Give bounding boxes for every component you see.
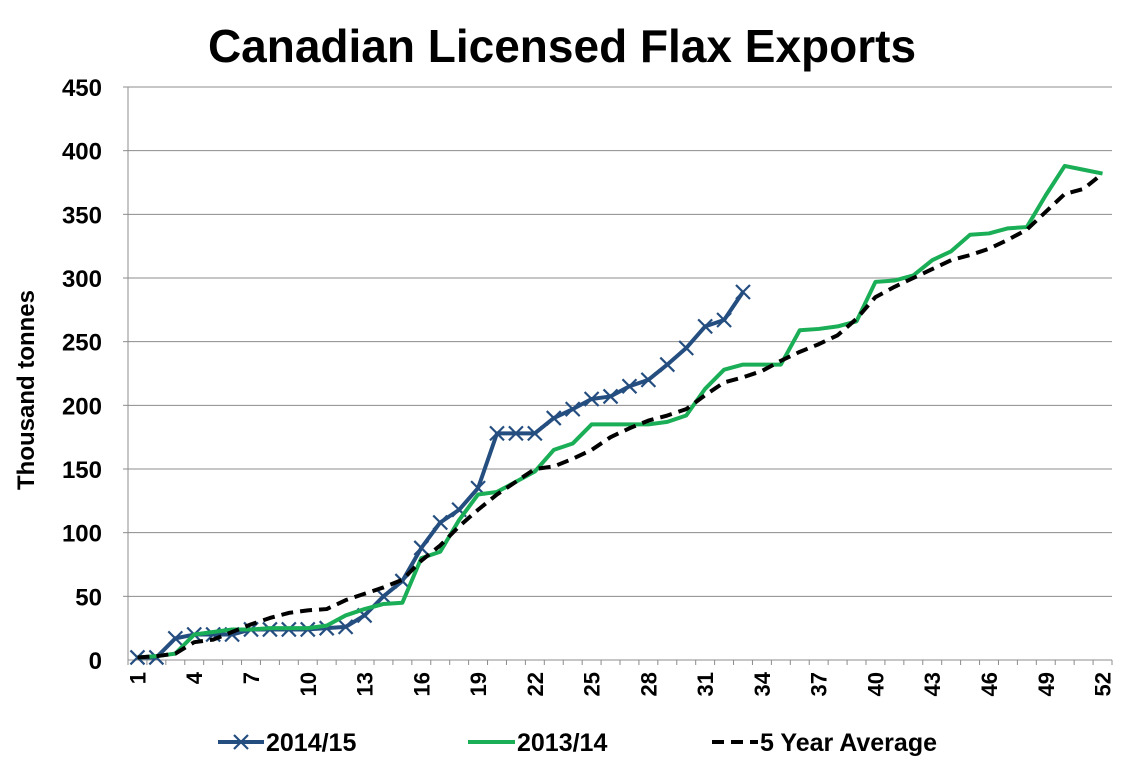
grid-lines	[128, 86, 1112, 597]
x-tick-labels: 1 4 7 10 13 16 19 22 25 28 31 34 37 40 43 46 49 52	[125, 671, 1115, 696]
y-tick-label: 450	[62, 75, 102, 102]
series-line-1	[137, 163, 1103, 660]
x-tick-label: 4	[182, 671, 207, 684]
x-tick-label: 22	[523, 672, 548, 696]
data-point	[432, 514, 449, 531]
data-point	[375, 588, 392, 605]
legend-label-0: 2014/15	[266, 729, 356, 757]
x-tick-label: 19	[466, 672, 491, 696]
data-point	[527, 425, 543, 442]
data-point	[583, 391, 600, 407]
legend-marker	[233, 734, 249, 750]
data-point	[621, 378, 638, 395]
x-tick-label: 37	[807, 672, 832, 696]
axes	[123, 86, 1113, 665]
y-tick-label: 150	[62, 457, 102, 484]
data-point	[337, 619, 354, 635]
x-tick-label: 40	[863, 672, 888, 696]
chart-title: Canadian Licensed Flax Exports	[208, 20, 916, 72]
x-tick-label: 52	[1091, 672, 1116, 696]
x-tick-label: 46	[977, 672, 1002, 696]
data-point	[659, 356, 676, 373]
data-point	[413, 540, 430, 556]
y-tick-labels: 0 50 100 150 200 250 300 350 400 450	[62, 75, 102, 675]
series-lines	[129, 163, 1104, 666]
data-point	[489, 425, 505, 442]
legend: 2014/15 2013/14 5 Year Average	[218, 729, 937, 757]
series-line-2	[137, 172, 1104, 660]
y-tick-label: 100	[62, 521, 102, 548]
y-tick-label: 200	[62, 393, 102, 420]
data-point	[697, 318, 713, 335]
y-axis-label: Thousand tonnes	[13, 290, 40, 490]
x-tick-label: 31	[693, 672, 718, 696]
x-tick-label: 13	[353, 672, 378, 696]
x-tick-label: 1	[125, 672, 150, 684]
y-tick-label: 250	[62, 330, 102, 357]
data-point	[716, 312, 732, 328]
data-point	[640, 372, 657, 388]
data-point	[678, 340, 695, 356]
y-tick-label: 0	[89, 648, 102, 675]
legend-label-2: 5 Year Average	[760, 729, 937, 757]
x-tick-label: 10	[296, 672, 321, 696]
x-tick-label: 25	[580, 672, 605, 696]
x-tick-label: 34	[750, 671, 775, 696]
y-tick-label: 50	[75, 584, 102, 611]
y-tick-label: 350	[62, 202, 102, 229]
data-point	[602, 388, 619, 405]
series-line-0	[137, 290, 745, 660]
x-tick-label: 43	[920, 672, 945, 696]
y-tick-label: 400	[62, 139, 102, 166]
legend-label-1: 2013/14	[517, 729, 607, 757]
data-point	[564, 401, 581, 417]
data-point	[545, 410, 562, 426]
data-point	[167, 630, 184, 647]
x-tick-label: 7	[239, 672, 264, 684]
x-tick-label: 28	[636, 672, 661, 696]
y-tick-label: 300	[62, 266, 102, 293]
x-tick-label: 49	[1034, 672, 1059, 696]
x-tick-label: 16	[409, 672, 434, 696]
data-point	[735, 284, 751, 300]
data-point	[394, 573, 411, 589]
data-point	[508, 425, 524, 442]
